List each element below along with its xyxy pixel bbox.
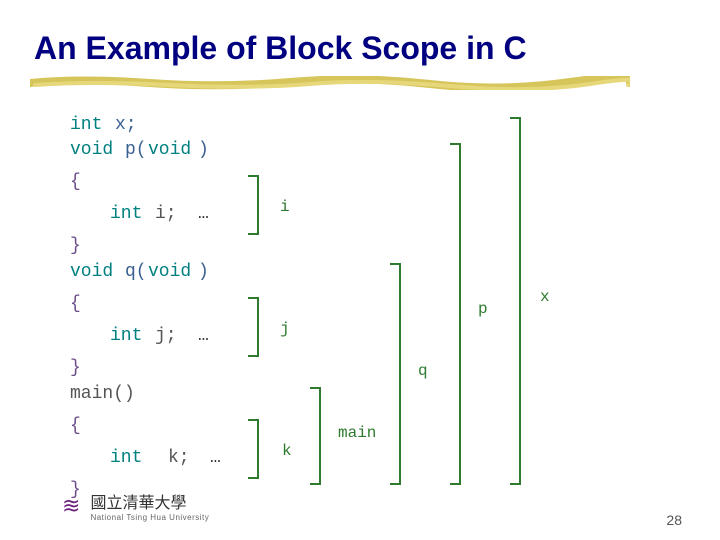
page-number: 28 <box>666 512 682 528</box>
code-token: … <box>198 326 209 346</box>
scope-label: j <box>280 320 290 338</box>
scope-label: main <box>338 424 376 442</box>
code-token: int <box>70 115 102 135</box>
code-token: … <box>198 204 209 224</box>
scope-label: i <box>280 198 290 216</box>
code-token: { <box>70 172 81 192</box>
code-token: main() <box>70 384 135 404</box>
code-token: int <box>110 448 142 468</box>
scope-bracket <box>450 144 460 484</box>
code-token: } <box>70 236 81 256</box>
scope-label: k <box>282 442 292 460</box>
code-token: k; <box>168 448 190 468</box>
code-token: { <box>70 416 81 436</box>
scope-bracket <box>248 298 258 356</box>
code-token: void <box>70 140 113 160</box>
logo-en: National Tsing Hua University <box>90 513 209 522</box>
logo-cn: 國立清華大學 <box>90 489 209 513</box>
code-token: ) <box>198 262 209 282</box>
scope-label: q <box>418 362 428 380</box>
code-token: q( <box>125 262 147 282</box>
slide-title: An Example of Block Scope in C <box>34 30 527 67</box>
code-token: } <box>70 358 81 378</box>
scope-label: p <box>478 300 488 318</box>
code-token: p( <box>125 140 147 160</box>
scope-bracket <box>248 176 258 234</box>
scope-bracket <box>510 118 520 484</box>
code-token: void <box>70 262 113 282</box>
code-token: int <box>110 326 142 346</box>
scope-label: x <box>540 288 550 306</box>
code-token: i; <box>155 204 177 224</box>
code-token: { <box>70 294 81 314</box>
title-underline <box>30 76 630 90</box>
code-token: void <box>148 262 191 282</box>
logo-glyph: ≋ <box>62 493 82 519</box>
code-token: … <box>210 448 221 468</box>
code-token: int <box>110 204 142 224</box>
university-logo: ≋ 國立清華大學 National Tsing Hua University <box>62 489 209 522</box>
code-token: j; <box>155 326 177 346</box>
code-token: ) <box>198 140 209 160</box>
scope-bracket <box>310 388 320 484</box>
code-token: x; <box>115 115 137 135</box>
scope-bracket <box>390 264 400 484</box>
code-token: void <box>148 140 191 160</box>
scope-bracket <box>248 420 258 478</box>
